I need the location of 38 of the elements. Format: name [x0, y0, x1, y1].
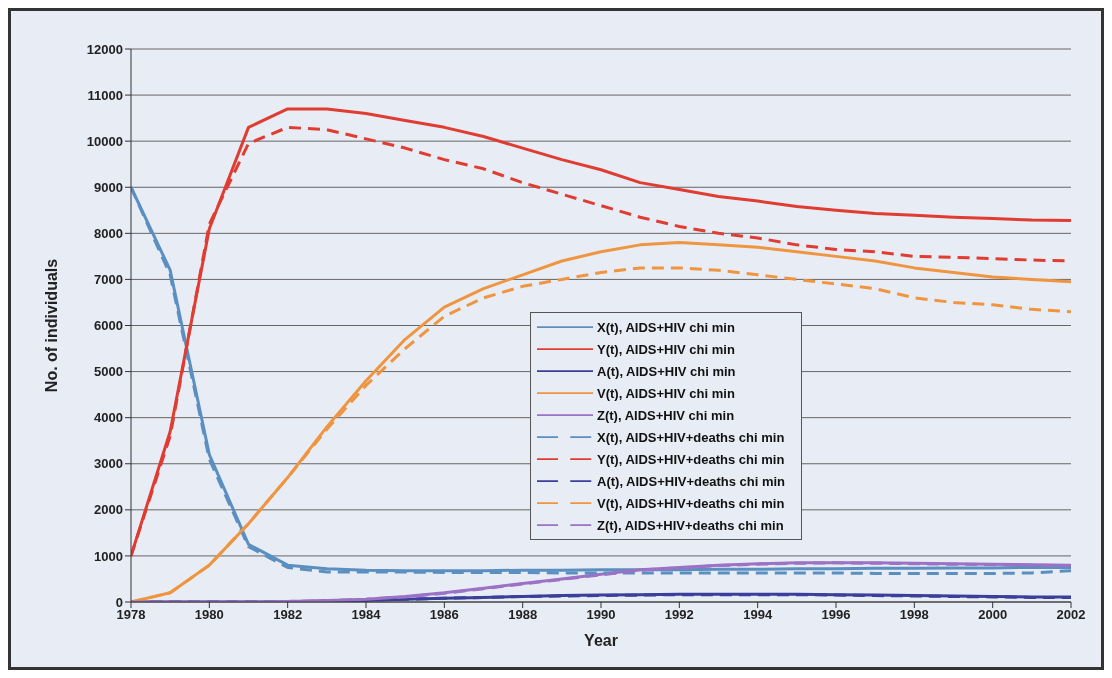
y-tick-label: 9000	[94, 179, 123, 195]
y-tick-label: 0	[115, 594, 123, 610]
y-tick-label: 3000	[94, 456, 123, 472]
y-tick-label: 8000	[94, 225, 123, 241]
legend-label: V(t), AIDS+HIV+deaths chi min	[597, 495, 785, 511]
x-axis-title: Year	[584, 632, 618, 649]
x-tick-label: 1980	[194, 607, 224, 623]
x-tick-label: 2000	[978, 607, 1008, 623]
y-tick-label: 7000	[94, 272, 123, 288]
x-tick-label: 1988	[508, 607, 538, 623]
legend-label: Z(t), AIDS+HIV+deaths chi min	[597, 517, 784, 533]
x-tick-label: 1998	[899, 607, 929, 623]
x-tick-label: 1996	[821, 607, 851, 623]
legend-label: X(t), AIDS+HIV chi min	[597, 319, 735, 335]
legend-label: Z(t), AIDS+HIV chi min	[597, 407, 735, 423]
y-tick-label: 6000	[94, 318, 123, 334]
y-axis-title: No. of individuals	[42, 258, 60, 393]
y-tick-label: 10000	[86, 133, 123, 149]
y-tick-label: 11000	[87, 87, 123, 103]
x-tick-label: 1982	[273, 607, 303, 623]
legend-label: A(t), AIDS+HIV chi min	[597, 363, 736, 379]
x-tick-label: 1994	[743, 607, 773, 623]
legend-label: V(t), AIDS+HIV chi min	[597, 385, 735, 401]
y-tick-label: 4000	[94, 410, 123, 426]
x-tick-label: 1984	[351, 607, 382, 623]
x-tick-label: 2002	[1056, 607, 1086, 623]
y-tick-label: 2000	[94, 502, 123, 518]
x-tick-label: 1986	[429, 607, 459, 623]
legend-label: Y(t), AIDS+HIV+deaths chi min	[597, 451, 785, 467]
x-tick-label: 1992	[664, 607, 694, 623]
legend-label: X(t), AIDS+HIV+deaths chi min	[597, 429, 785, 445]
x-tick-label: 1978	[116, 607, 146, 623]
legend-label: Y(t), AIDS+HIV chi min	[597, 341, 735, 357]
x-tick-label: 1990	[586, 607, 616, 623]
y-tick-label: 1000	[94, 548, 123, 564]
y-tick-label: 12000	[86, 41, 123, 57]
y-tick-label: 5000	[94, 364, 123, 380]
legend-label: A(t), AIDS+HIV+deaths chi min	[597, 473, 786, 489]
